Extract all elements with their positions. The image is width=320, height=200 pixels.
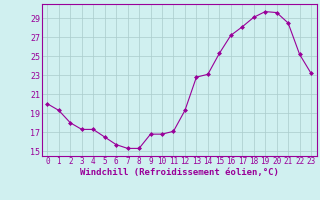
- X-axis label: Windchill (Refroidissement éolien,°C): Windchill (Refroidissement éolien,°C): [80, 168, 279, 177]
